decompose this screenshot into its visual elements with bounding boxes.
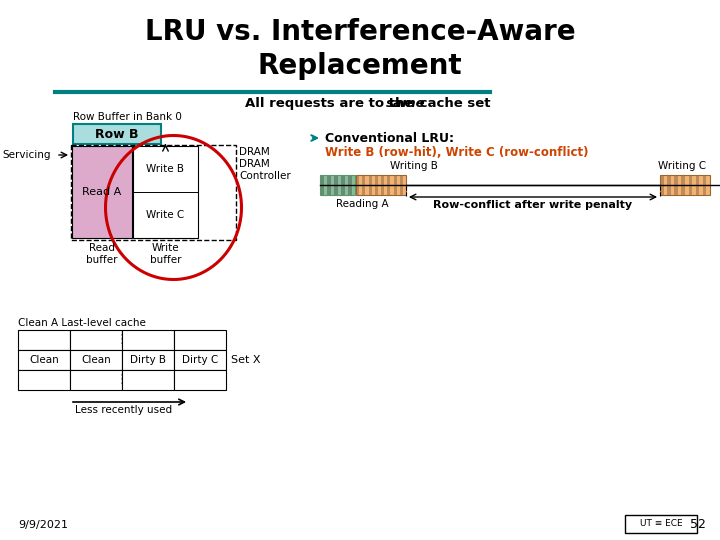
Text: Write B (row-hit), Write C (row-conflict): Write B (row-hit), Write C (row-conflict…: [325, 146, 588, 159]
Bar: [374, 175, 378, 195]
Text: Less recently used: Less recently used: [75, 405, 172, 415]
Bar: [394, 175, 397, 195]
Bar: [671, 175, 675, 195]
Bar: [70, 350, 122, 370]
Bar: [73, 124, 161, 144]
Bar: [174, 330, 226, 350]
Text: Clean: Clean: [81, 355, 111, 365]
Bar: [70, 370, 122, 390]
Bar: [678, 175, 681, 195]
Bar: [706, 175, 710, 195]
Text: ⋮: ⋮: [116, 334, 128, 347]
Text: Writing C: Writing C: [658, 161, 706, 171]
Text: Clean A Last-level cache: Clean A Last-level cache: [18, 318, 146, 328]
Bar: [174, 350, 226, 370]
Bar: [330, 175, 334, 195]
Text: DRAM: DRAM: [239, 147, 270, 157]
Bar: [362, 175, 365, 195]
Bar: [174, 370, 226, 390]
Text: Row B: Row B: [95, 127, 139, 140]
Bar: [338, 175, 341, 195]
Bar: [122, 370, 174, 390]
Bar: [327, 175, 330, 195]
Text: Conventional LRU:: Conventional LRU:: [325, 132, 454, 145]
Text: 52: 52: [690, 518, 706, 531]
Bar: [122, 330, 174, 350]
Text: Write C: Write C: [146, 210, 184, 220]
Text: Write
buffer: Write buffer: [150, 243, 181, 265]
Bar: [397, 175, 400, 195]
Text: Replacement: Replacement: [258, 52, 462, 80]
Bar: [688, 175, 692, 195]
Text: cache set: cache set: [415, 97, 490, 110]
Bar: [369, 175, 372, 195]
Bar: [356, 175, 406, 195]
Bar: [71, 145, 236, 240]
Bar: [344, 175, 348, 195]
Bar: [660, 175, 710, 195]
Bar: [133, 146, 198, 238]
Bar: [664, 175, 667, 195]
Bar: [400, 175, 403, 195]
Bar: [390, 175, 394, 195]
Text: Set X: Set X: [231, 355, 261, 365]
Bar: [372, 175, 374, 195]
Bar: [384, 175, 387, 195]
Bar: [348, 175, 351, 195]
Bar: [667, 175, 671, 195]
Bar: [696, 175, 699, 195]
Text: Servicing: Servicing: [2, 150, 50, 160]
Bar: [320, 175, 323, 195]
Text: Reading A: Reading A: [336, 199, 389, 209]
Bar: [18, 370, 70, 390]
Bar: [681, 175, 685, 195]
Text: Read A: Read A: [82, 187, 122, 197]
Bar: [660, 175, 664, 195]
Text: DRAM
Controller: DRAM Controller: [239, 159, 291, 180]
Text: Row Buffer in Bank 0: Row Buffer in Bank 0: [73, 112, 182, 122]
Text: Dirty C: Dirty C: [182, 355, 218, 365]
Text: Clean: Clean: [29, 355, 59, 365]
Bar: [365, 175, 369, 195]
Bar: [387, 175, 390, 195]
Text: Dirty B: Dirty B: [130, 355, 166, 365]
Bar: [351, 175, 355, 195]
Bar: [692, 175, 696, 195]
Bar: [685, 175, 688, 195]
Bar: [72, 146, 132, 238]
Bar: [70, 330, 122, 350]
Bar: [381, 175, 384, 195]
Text: Read
buffer: Read buffer: [86, 243, 118, 265]
Text: same: same: [386, 97, 426, 110]
Text: UT ≡ ECE: UT ≡ ECE: [639, 519, 683, 529]
Bar: [703, 175, 706, 195]
Bar: [356, 175, 359, 195]
Text: Writing B: Writing B: [390, 161, 438, 171]
Bar: [122, 350, 174, 370]
Bar: [320, 175, 355, 195]
Bar: [18, 350, 70, 370]
Text: LRU vs. Interference-Aware: LRU vs. Interference-Aware: [145, 18, 575, 46]
Bar: [359, 175, 362, 195]
Bar: [18, 330, 70, 350]
Bar: [334, 175, 338, 195]
Bar: [403, 175, 406, 195]
Text: 9/9/2021: 9/9/2021: [18, 520, 68, 530]
Bar: [323, 175, 327, 195]
Bar: [341, 175, 344, 195]
Text: Write B: Write B: [146, 164, 184, 174]
Bar: [625, 515, 697, 533]
Bar: [675, 175, 678, 195]
Text: All requests are to the: All requests are to the: [245, 97, 418, 110]
Text: ⋮: ⋮: [116, 374, 128, 387]
Bar: [699, 175, 703, 195]
Text: Row-conflict after write penalty: Row-conflict after write penalty: [433, 200, 633, 210]
Bar: [378, 175, 381, 195]
